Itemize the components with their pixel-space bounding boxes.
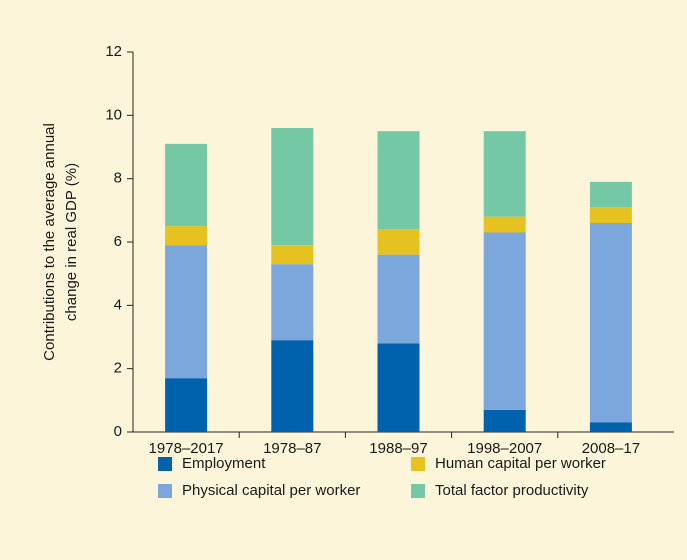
y-axis-title-line: change in real GDP (%) xyxy=(63,163,80,321)
y-axis-title-line: Contributions to the average annual xyxy=(41,123,58,361)
bar-segment xyxy=(483,216,526,233)
legend-label: Total factor productivity xyxy=(435,482,589,499)
bar-segment xyxy=(377,131,420,230)
bar-segment xyxy=(271,340,314,432)
bar-segment xyxy=(165,226,208,246)
x-tick-label: 1988–97 xyxy=(369,440,427,457)
legend-label: Physical capital per worker xyxy=(182,482,360,499)
y-tick-label: 10 xyxy=(105,106,122,123)
bar-segment xyxy=(589,223,632,423)
bar-segment xyxy=(377,229,420,255)
y-tick-label: 4 xyxy=(114,296,122,313)
bar-segment xyxy=(589,181,632,208)
bar-segment xyxy=(377,254,420,344)
x-tick-label: 1978–2017 xyxy=(149,440,224,457)
y-axis-title: Contributions to the average annual chan… xyxy=(41,123,80,361)
x-tick-label: 1998–2007 xyxy=(467,440,542,457)
y-tick-label: 12 xyxy=(105,43,122,60)
legend-swatch xyxy=(411,457,425,471)
x-tick-label: 1978–87 xyxy=(263,440,321,457)
legend-label: Human capital per worker xyxy=(435,455,606,472)
legend-swatch xyxy=(411,484,425,498)
legend-swatch xyxy=(158,484,172,498)
y-tick-label: 8 xyxy=(114,170,122,187)
bar-segment xyxy=(271,245,314,265)
bar-segment xyxy=(165,245,208,379)
legend-swatch xyxy=(158,457,172,471)
bar-segment xyxy=(271,264,314,341)
bar-segment xyxy=(271,128,314,246)
x-tick-label: 2008–17 xyxy=(582,440,640,457)
bar-segment xyxy=(165,143,208,227)
bar-segment xyxy=(483,232,526,410)
bar-segment xyxy=(589,207,632,223)
bar-segment xyxy=(165,378,208,432)
y-tick-label: 2 xyxy=(114,360,122,377)
y-tick-label: 6 xyxy=(114,233,122,250)
bar-segment xyxy=(377,343,420,432)
legend-label: Employment xyxy=(182,455,266,472)
bar-segment xyxy=(483,131,526,217)
bar-segment xyxy=(483,409,526,432)
y-tick-label: 0 xyxy=(114,423,122,440)
bar-segment xyxy=(589,422,632,432)
